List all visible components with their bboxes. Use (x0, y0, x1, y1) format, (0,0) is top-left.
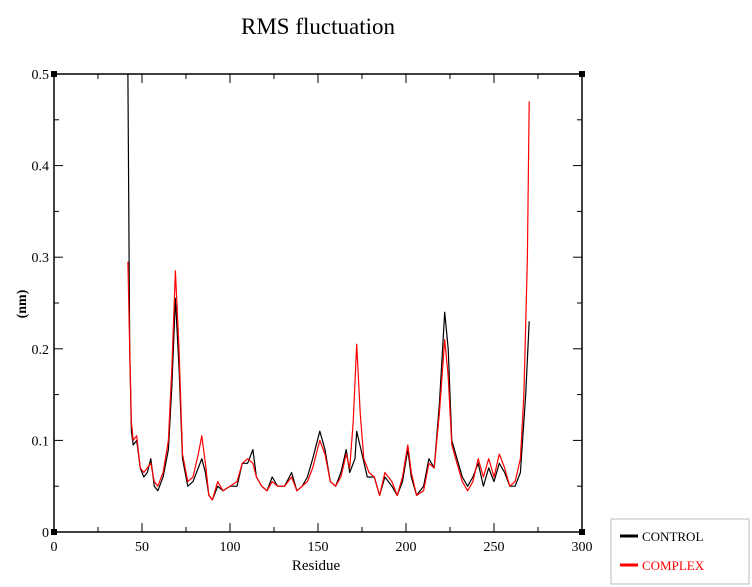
legend-box (610, 518, 750, 585)
y-tick-label: 0.3 (32, 251, 50, 266)
x-tick-label: 50 (135, 540, 149, 555)
legend-label-complex: COMPLEX (642, 558, 705, 573)
y-axis-label: (nm) (15, 289, 30, 318)
x-tick-label: 300 (572, 540, 593, 555)
x-axis-label: Residue (292, 558, 341, 574)
y-tick-label: 0 (42, 526, 49, 541)
x-tick-label: 100 (220, 540, 241, 555)
y-tick-label: 0.2 (32, 343, 50, 358)
plot-area: 0 50 100 150 200 250 300 0 0.1 0.2 0.3 0.4 0.5 (32, 68, 593, 555)
x-tick-label: 250 (484, 540, 505, 555)
x-tick-label: 0 (51, 540, 58, 555)
legend: CONTROL COMPLEX (610, 518, 750, 585)
series-line-complex (127, 101, 530, 501)
legend-label-control: CONTROL (642, 529, 703, 544)
x-tick-label: 150 (308, 540, 329, 555)
y-tick-label: 0.5 (32, 68, 50, 83)
y-tick-label: 0.4 (32, 160, 50, 175)
chart-title: RMS fluctuation (241, 14, 395, 39)
series-line-control (127, 73, 530, 501)
y-tick-label: 0.1 (32, 434, 50, 449)
x-tick-label: 200 (396, 540, 417, 555)
